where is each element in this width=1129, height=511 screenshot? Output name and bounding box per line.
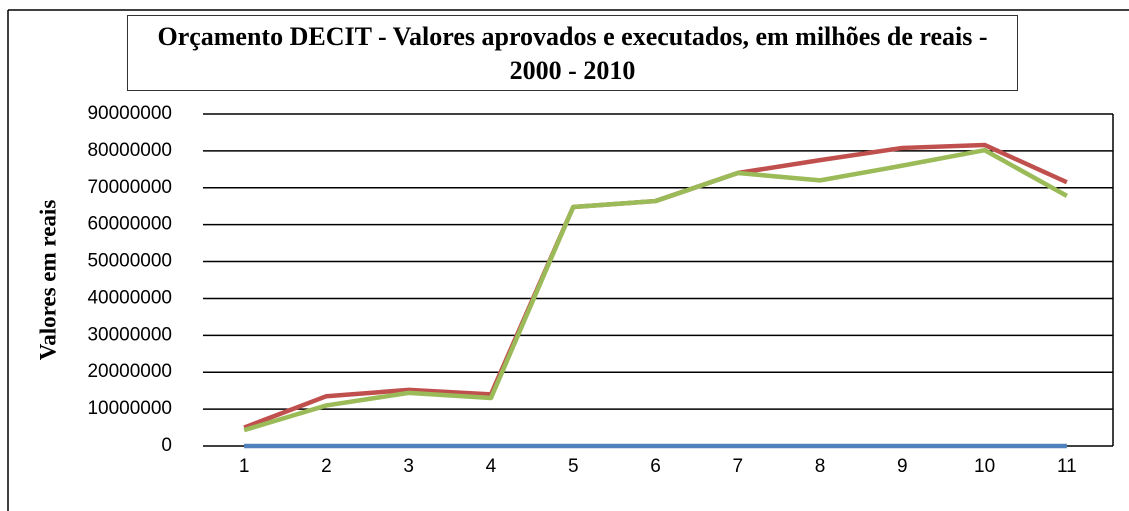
x-tick-label: 4: [486, 456, 497, 477]
y-tick-label: 40000000: [87, 287, 172, 308]
x-tick-label: 7: [732, 456, 743, 477]
x-tick-label: 6: [650, 456, 661, 477]
x-tick-label: 3: [403, 456, 414, 477]
y-tick-label: 50000000: [87, 251, 172, 272]
y-tick-label: 10000000: [87, 398, 172, 419]
y-tick-label: 70000000: [87, 177, 172, 198]
x-tick-label: 11: [1057, 456, 1077, 477]
x-tick-label: 2: [321, 456, 332, 477]
x-tick-label: 1: [239, 456, 250, 477]
x-tick-label: 8: [815, 456, 826, 477]
y-tick-label: 20000000: [87, 361, 172, 382]
x-tick-label: 5: [568, 456, 579, 477]
y-tick-label: 90000000: [87, 103, 172, 124]
y-tick-label: 80000000: [87, 140, 172, 161]
series-line: [243, 147, 1068, 433]
y-tick-label: 30000000: [87, 324, 172, 345]
x-tick-label: 9: [897, 456, 908, 477]
y-axis-label: Valores em reais: [35, 200, 60, 361]
chart-title: Orçamento DECIT - Valores aprovados e ex…: [127, 15, 1018, 91]
y-tick-label: 60000000: [87, 214, 172, 235]
x-tick-label: 10: [974, 456, 995, 477]
y-tick-label: 0: [161, 435, 172, 456]
